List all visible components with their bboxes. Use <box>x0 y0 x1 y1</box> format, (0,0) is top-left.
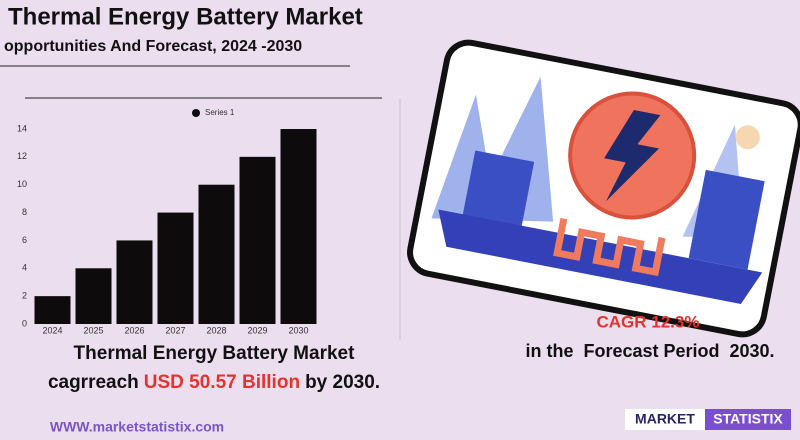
y-tick-label: 12 <box>17 151 27 161</box>
x-tick-label: 2025 <box>83 325 103 335</box>
x-tick-label: 2029 <box>247 325 267 335</box>
y-tick-label: 2 <box>22 291 27 301</box>
legend-swatch <box>192 109 200 117</box>
bar <box>34 296 71 324</box>
title: Thermal Energy Battery Market <box>8 3 363 30</box>
y-tick-label: 8 <box>22 207 27 217</box>
x-tick-label: 2030 <box>288 325 308 335</box>
cagr: CAGR 12.3% <box>597 312 700 331</box>
logo-text: MARKET <box>635 411 695 427</box>
x-tick-label: 2028 <box>206 325 226 335</box>
summary-text: cagrreach <box>48 372 139 393</box>
summary-line2: cagrreach USD 50.57 Billion by 2030. <box>48 372 380 393</box>
subtitle: opportunities And Forecast, 2024 -2030 <box>4 38 302 55</box>
summary-text: by 2030. <box>305 372 380 393</box>
logo-text: STATISTIX <box>713 411 783 427</box>
bar <box>116 240 153 324</box>
y-tick-label: 10 <box>17 179 27 189</box>
y-tick-label: 0 <box>22 318 27 328</box>
legend-label: Series 1 <box>205 108 235 117</box>
y-tick-label: 6 <box>22 235 27 245</box>
building <box>688 169 765 270</box>
building <box>461 150 535 231</box>
cagr-period: in the Forecast Period 2030. <box>525 341 774 361</box>
x-tick-label: 2024 <box>42 325 62 335</box>
logo-right-bg <box>705 409 791 430</box>
x-tick-label: 2027 <box>165 325 185 335</box>
x-tick-label: 2026 <box>124 325 144 335</box>
bar <box>239 156 276 324</box>
bulb <box>735 125 760 150</box>
lightning-bolt <box>604 109 661 202</box>
logo-left-bg <box>625 409 705 430</box>
summary-highlight: USD 50.57 Billion <box>144 372 300 393</box>
summary-line1: Thermal Energy Battery Market <box>74 343 356 364</box>
y-tick-label: 14 <box>17 123 27 133</box>
website: WWW.marketstatistix.com <box>50 419 224 435</box>
bar <box>157 212 194 324</box>
coil <box>553 217 666 277</box>
bar <box>75 268 112 324</box>
illustration <box>407 39 800 338</box>
y-tick-label: 4 <box>22 263 27 273</box>
bar <box>198 184 235 324</box>
bar <box>280 129 317 324</box>
